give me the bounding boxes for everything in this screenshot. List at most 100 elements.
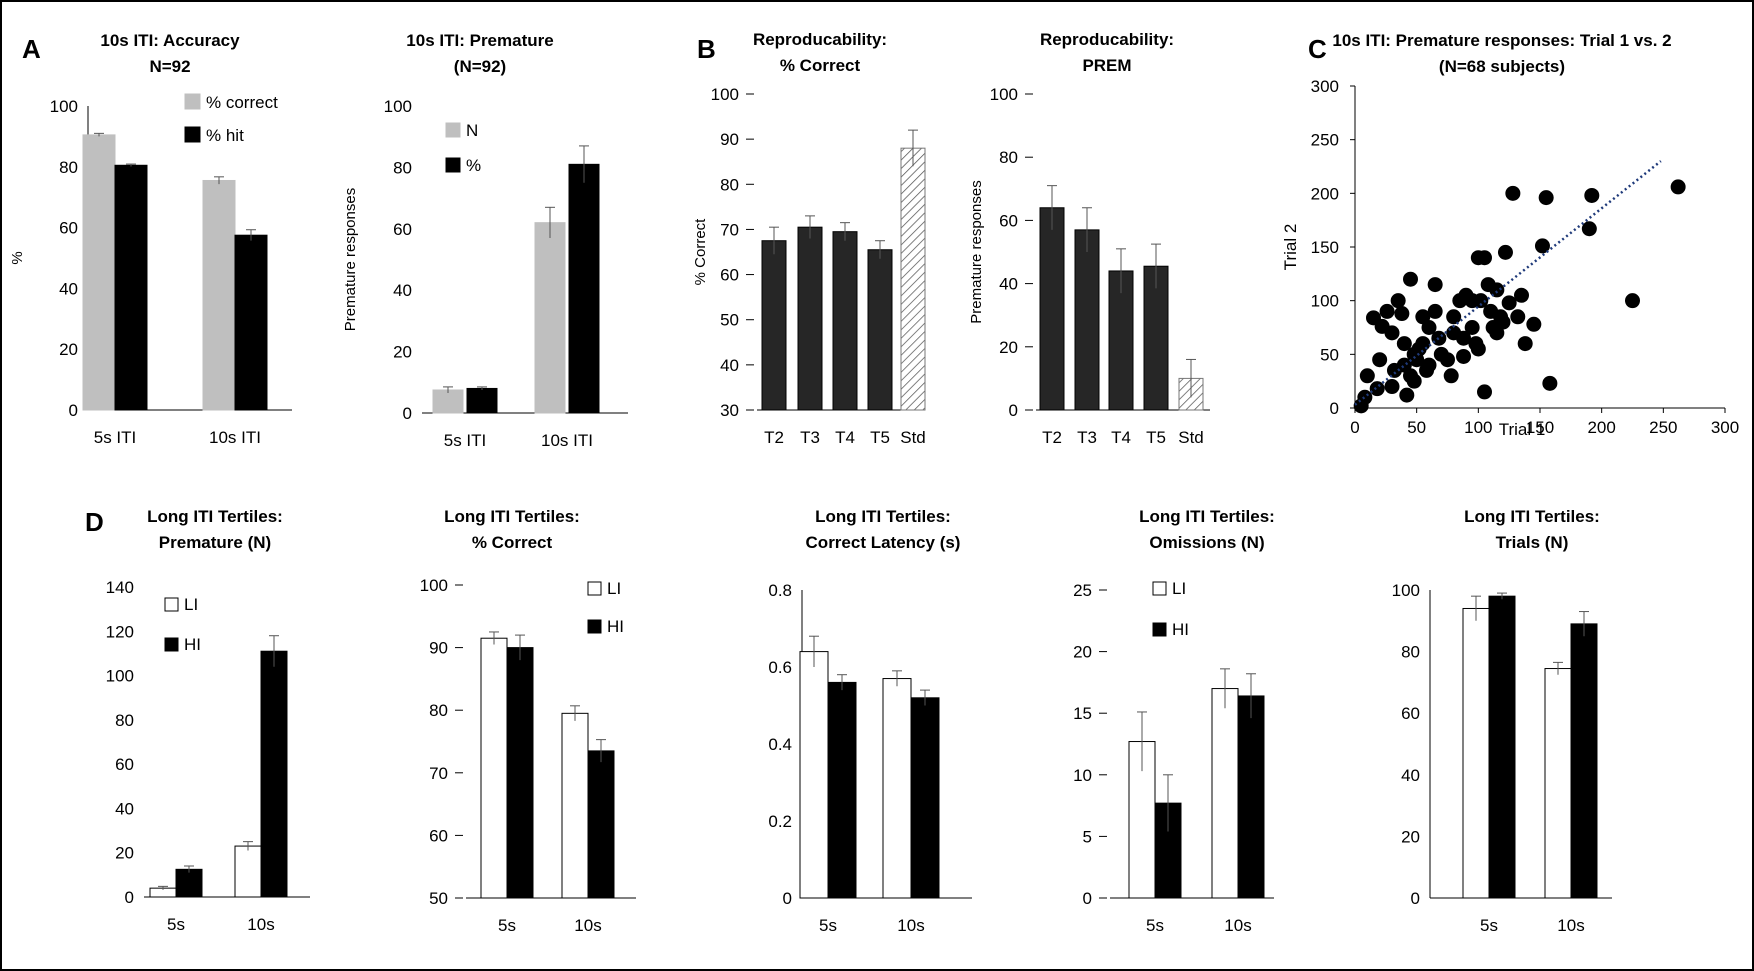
bar-value-t2 [761, 240, 787, 411]
bar-li-10s [882, 678, 912, 899]
chart-title-line: Omissions (N) [1149, 533, 1264, 552]
bar-li-5s [480, 637, 508, 899]
y-tick-label: 0 [403, 404, 412, 423]
bar-hi-10s [910, 697, 940, 899]
x-tick-label: 10s [1557, 916, 1584, 935]
bar-n-10s-iti [534, 222, 566, 414]
chart-title-line: (N=68 subjects) [1439, 57, 1565, 76]
trend-line [1354, 160, 1662, 406]
bar-li-5s [1462, 607, 1490, 899]
y-tick-label: 200 [1311, 184, 1339, 203]
scatter-point [1625, 293, 1640, 309]
legend-label: LI [1172, 579, 1186, 598]
scatter-point [1501, 295, 1517, 311]
scatter-point [1489, 282, 1505, 298]
x-tick-label: 250 [1649, 418, 1677, 437]
scatter-point [1384, 325, 1400, 341]
scatter-point [1403, 271, 1418, 287]
chart-title-line: Long ITI Tertiles: [444, 507, 580, 526]
x-tick-label: T5 [870, 428, 890, 447]
scatter-point [1477, 384, 1492, 400]
legend-swatch [184, 126, 201, 143]
x-tick-label: 5s ITI [94, 428, 137, 447]
scatter-point [1433, 346, 1449, 362]
y-tick-label: 60 [115, 755, 134, 774]
x-tick-label: 5s [167, 915, 185, 934]
scatter-point [1357, 389, 1373, 405]
y-tick-label: 100 [106, 667, 134, 686]
y-tick-label: 20 [999, 338, 1018, 357]
y-tick-label: 40 [393, 281, 412, 300]
scatter-point [1394, 306, 1410, 322]
bar--correct-10s-iti [202, 179, 236, 411]
y-tick-label: 70 [720, 220, 739, 239]
y-tick-label: 100 [384, 97, 412, 116]
y-tick-label: 0 [1411, 889, 1420, 908]
bar--hit-10s-iti [234, 234, 268, 411]
y-tick-label: 80 [1401, 643, 1420, 662]
x-tick-label: 10s [574, 916, 601, 935]
y-tick-label: 70 [429, 764, 448, 783]
x-tick-label: 10s ITI [541, 431, 593, 450]
x-tick-label: 5s [498, 916, 516, 935]
x-tick-label: T5 [1146, 428, 1166, 447]
scatter-point [1421, 320, 1437, 335]
y-tick-label: 20 [59, 340, 78, 359]
scatter-point [1386, 362, 1402, 378]
scatter-point [1581, 221, 1597, 237]
x-tick-label: 200 [1587, 418, 1615, 437]
bar-hi-5s [827, 681, 857, 899]
y-tick-label: 40 [59, 279, 78, 298]
bar-value-std [900, 147, 926, 411]
y-tick-label: 30 [720, 401, 739, 420]
y-tick-label: 50 [429, 889, 448, 908]
bar-li-10s [1211, 688, 1239, 899]
y-axis-label: Trial 2 [1281, 224, 1300, 271]
y-tick-label: 100 [50, 97, 78, 116]
scatter-point [1456, 348, 1472, 364]
legend-label: % [466, 156, 481, 175]
y-tick-label: 250 [1311, 131, 1339, 150]
x-tick-label: T2 [764, 428, 784, 447]
x-tick-label: 0 [1350, 418, 1359, 437]
scatter-point [1534, 238, 1550, 254]
x-tick-label: T3 [1077, 428, 1097, 447]
scatter-point [1483, 303, 1499, 319]
x-tick-label: 5s [1146, 916, 1164, 935]
scatter-point [1538, 190, 1554, 206]
chart-d1: Long ITI Tertiles: Premature (N) 0 20 40 60 80… [106, 507, 310, 934]
y-tick-label: 300 [1311, 77, 1339, 96]
y-tick-label: 0 [1083, 889, 1092, 908]
scatter-point [1477, 250, 1492, 266]
y-tick-label: 80 [429, 701, 448, 720]
scatter-point [1399, 387, 1415, 403]
scatter-point [1431, 330, 1447, 346]
y-tick-label: 0.6 [768, 658, 792, 677]
scatter-point [1372, 352, 1388, 368]
y-tick-label: 20 [115, 844, 134, 863]
bar--hit-5s-iti [114, 164, 148, 411]
y-axis-label: Premature responses [342, 188, 359, 331]
scatter-point [1456, 330, 1472, 346]
y-tick-label: 15 [1073, 704, 1092, 723]
panel-letter-c: C [1308, 34, 1327, 64]
bar-hi-10s [260, 650, 288, 898]
x-tick-label: 5s [1480, 916, 1498, 935]
y-tick-label: 0.8 [768, 581, 792, 600]
x-tick-label: Std [900, 428, 926, 447]
scatter-point [1517, 336, 1533, 352]
legend-swatch [445, 157, 461, 173]
y-axis-label: Premature responses [968, 180, 985, 323]
bar-value-t4 [832, 231, 858, 411]
chart-d4: Long ITI Tertiles: Omissions (N) 0 5 10 15 20 2… [1073, 507, 1275, 935]
y-tick-label: 40 [115, 799, 134, 818]
chart-a1: 10s ITI: Accuracy N=92 0 20 40 60 80 100% 5s ITI… [9, 31, 292, 447]
legend-label: LI [607, 579, 621, 598]
legend-label: % correct [206, 93, 278, 112]
y-tick-label: 40 [1401, 766, 1420, 785]
chart-title-line: (N=92) [454, 57, 506, 76]
legend-swatch [164, 597, 179, 612]
scatter-point [1584, 187, 1600, 203]
bar-value-t3 [1074, 229, 1100, 411]
y-tick-label: 150 [1311, 238, 1339, 257]
